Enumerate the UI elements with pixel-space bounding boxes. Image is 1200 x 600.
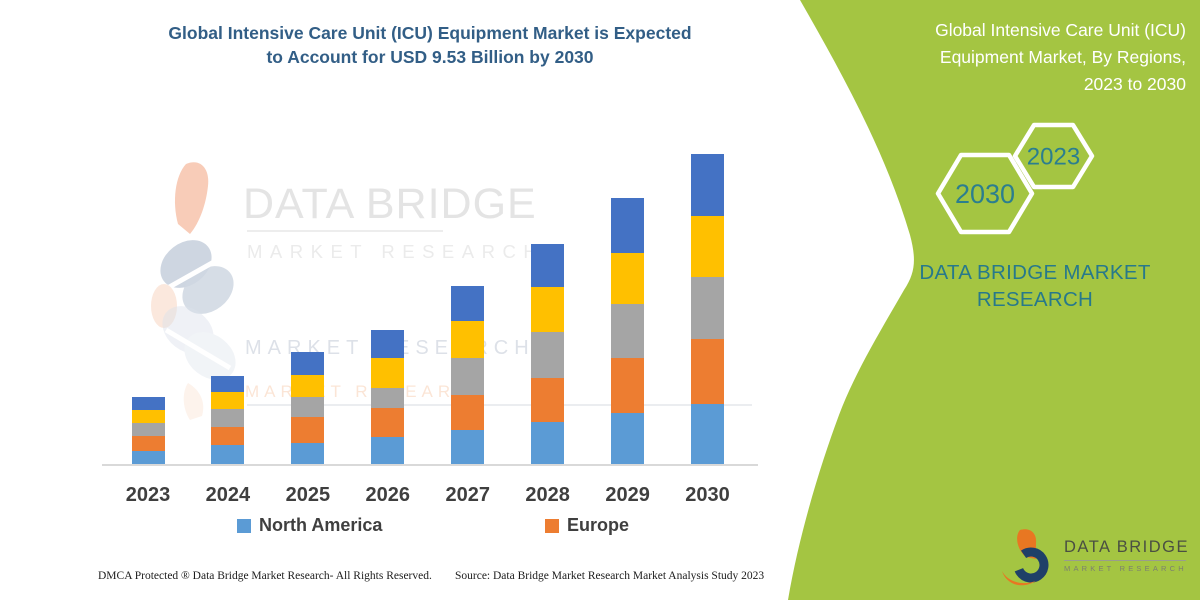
legend-label-europe: Europe xyxy=(567,515,630,535)
page-title: Global Intensive Care Unit (ICU) Equipme… xyxy=(95,22,765,69)
bar-segment-europe xyxy=(531,377,565,422)
side-panel-title: Global Intensive Care Unit (ICU) Equipme… xyxy=(846,17,1186,98)
bar-segment-north-america xyxy=(131,451,165,464)
green-panel-shape xyxy=(788,0,1200,600)
bar-segment-unlabeled-gray xyxy=(131,422,165,437)
bar-segment-north-america xyxy=(451,429,485,464)
bar-segment-unlabeled-gold xyxy=(611,253,645,305)
bar-segment-unlabeled-dark-blue xyxy=(371,330,405,358)
bar-segment-unlabeled-dark-blue xyxy=(531,243,565,287)
hexagon-2023 xyxy=(1012,122,1095,190)
side-panel-title-line3: 2023 to 2030 xyxy=(1083,74,1186,94)
hexagon-2030-label: 2030 xyxy=(955,179,1015,209)
watermark-logo xyxy=(151,162,236,420)
watermark-logo-stem xyxy=(174,162,209,234)
logo-tagline: MARKET RESEARCH xyxy=(1064,564,1187,573)
bar-segment-unlabeled-dark-blue xyxy=(691,154,724,217)
bar-segment-europe xyxy=(371,408,405,438)
watermark-subtitle-text: MARKET RESEARCH xyxy=(247,241,545,262)
logo-swoosh xyxy=(1002,571,1036,586)
bar-segment-unlabeled-gray xyxy=(451,358,485,395)
source-note: Source: Data Bridge Market Research Mark… xyxy=(455,570,765,582)
bar-segment-europe xyxy=(451,394,485,430)
bar-segment-north-america xyxy=(691,403,724,464)
side-panel-title-line1: Global Intensive Care Unit (ICU) xyxy=(935,20,1186,40)
year-hexagons: 2030 2023 xyxy=(935,122,1095,235)
bar-segment-unlabeled-dark-blue xyxy=(611,198,645,254)
bar-segment-unlabeled-gold xyxy=(531,286,565,333)
side-panel-brand-line1: DATA BRIDGE MARKET xyxy=(919,261,1151,284)
side-panel-title-line2: Equipment Market, By Regions, xyxy=(939,47,1186,67)
bar-segment-unlabeled-gold xyxy=(131,410,165,423)
bar-segment-unlabeled-gold xyxy=(451,321,485,359)
x-axis-label: 2029 xyxy=(605,484,650,506)
legend-item-europe: Europe xyxy=(545,515,629,536)
bar-segment-unlabeled-gray xyxy=(691,277,724,340)
logo-name: DATA BRIDGE xyxy=(1064,538,1189,556)
watermark-underline xyxy=(247,230,443,232)
legend-label-north-america: North America xyxy=(259,515,383,535)
logo-b-bowl xyxy=(1013,547,1049,583)
bar-segment-europe xyxy=(131,436,165,451)
legend-swatch-europe xyxy=(545,518,559,533)
bar-segment-unlabeled-gold xyxy=(291,374,325,397)
watermark-logo-gap xyxy=(162,251,230,293)
bar-segment-unlabeled-gold xyxy=(691,216,724,278)
x-axis-label: 2030 xyxy=(685,484,730,506)
x-axis-label: 2026 xyxy=(365,484,411,506)
watermark-underline-faint xyxy=(247,404,752,406)
page-title-line2: to Account for USD 9.53 Billion by 2030 xyxy=(266,46,594,67)
bar-segment-unlabeled-gold xyxy=(211,392,245,409)
legend-item-north-america: North America xyxy=(237,515,382,536)
bar-segment-unlabeled-gray xyxy=(371,387,405,409)
side-panel-brand: DATA BRIDGE MARKET RESEARCH xyxy=(905,259,1165,313)
bar-segment-unlabeled-dark-blue xyxy=(211,376,245,393)
bar-segment-north-america xyxy=(531,421,565,464)
bar-segment-unlabeled-gray xyxy=(531,332,565,378)
bar-segment-north-america xyxy=(611,413,645,464)
bar-segment-unlabeled-gray xyxy=(611,304,645,359)
bar-segment-north-america xyxy=(291,443,325,464)
side-panel-brand-line2: RESEARCH xyxy=(976,288,1094,311)
x-axis-label: 2025 xyxy=(285,484,331,506)
x-axis-label: 2024 xyxy=(205,484,251,506)
bar-segment-north-america xyxy=(371,437,405,464)
watermark-logo-leaf-faint xyxy=(151,284,177,328)
data-bridge-logo: DATA BRIDGE MARKET RESEARCH xyxy=(1000,527,1190,589)
x-axis-label: 2027 xyxy=(445,484,490,506)
page-title-line1: Global Intensive Care Unit (ICU) Equipme… xyxy=(168,23,692,43)
x-axis-label: 2023 xyxy=(125,484,171,506)
watermark-brand-text: DATA BRIDGE xyxy=(243,180,537,228)
x-axis-line xyxy=(102,464,758,466)
bar-segment-europe xyxy=(611,358,645,414)
bar-segment-europe xyxy=(691,339,724,404)
bar-segment-unlabeled-gray xyxy=(211,408,245,427)
x-axis-label: 2028 xyxy=(525,484,570,506)
bar-segment-unlabeled-dark-blue xyxy=(451,286,485,322)
data-bridge-logo-mark xyxy=(1002,529,1049,586)
bar-segment-unlabeled-gold xyxy=(371,357,405,388)
bar-segment-unlabeled-gray xyxy=(291,396,325,417)
dmca-notice: DMCA Protected ® Data Bridge Market Rese… xyxy=(98,570,432,582)
watermark-logo-reflection xyxy=(162,306,236,420)
legend-swatch-north-america xyxy=(237,518,251,533)
watermark-logo-leaf xyxy=(182,266,234,314)
bar-segment-unlabeled-dark-blue xyxy=(291,351,325,375)
bar-segment-europe xyxy=(291,416,325,444)
hexagon-2030 xyxy=(935,152,1035,235)
bar-segment-unlabeled-dark-blue xyxy=(131,397,165,411)
hexagon-2023-label: 2023 xyxy=(1027,144,1080,171)
logo-text-block: DATA BRIDGE MARKET RESEARCH xyxy=(1064,538,1189,573)
bar-segment-europe xyxy=(211,426,245,446)
logo-divider xyxy=(1064,560,1186,561)
bar-segment-north-america xyxy=(211,445,245,464)
